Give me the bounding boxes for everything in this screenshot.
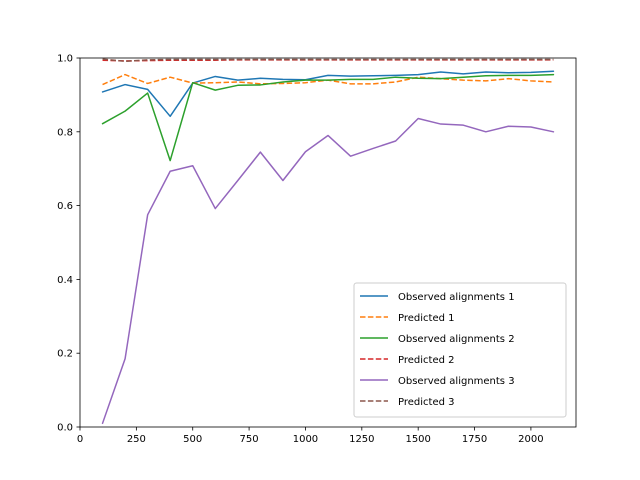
x-tick-label: 750: [240, 434, 259, 445]
x-tick-label: 1250: [349, 434, 374, 445]
legend-label-6: Predicted 3: [398, 397, 454, 408]
legend-box: [353, 282, 567, 418]
legend-label-5: Observed alignments 3: [398, 376, 515, 387]
x-tick-label: 500: [183, 434, 202, 445]
legend-label-3: Observed alignments 2: [398, 334, 515, 345]
y-tick-label: 0.2: [57, 349, 73, 360]
y-tick-label: 0.4: [57, 275, 73, 286]
y-tick-label: 1.0: [57, 54, 73, 65]
y-tick-label: 0.8: [57, 127, 73, 138]
y-tick-label: 0.0: [57, 423, 73, 434]
axes-layer: 0 250 500 750 1000 1250 1500 1750 2000 0.0 0.2 0.4 0…: [57, 54, 577, 445]
y-tick-label: 0.6: [57, 201, 73, 212]
legend-label-4: Predicted 2: [398, 355, 454, 366]
series-line-3: [101, 73, 555, 162]
x-tick-label: 1500: [405, 434, 430, 445]
series-layer: [101, 58, 555, 425]
legend: Observed alignments 1 Predicted 1 Observed…: [353, 282, 567, 418]
axes-frame: [79, 57, 577, 428]
x-tick-label: 1750: [462, 434, 487, 445]
series-line-1: [101, 70, 555, 118]
series-line-5: [101, 117, 555, 425]
x-tick-label: 0: [77, 434, 83, 445]
x-tick-label: 250: [127, 434, 146, 445]
x-tick-label: 1000: [293, 434, 318, 445]
series-line-6: [102, 58, 554, 63]
legend-label-2: Predicted 1: [398, 313, 454, 324]
x-tick-label: 2000: [518, 434, 543, 445]
legend-label-1: Observed alignments 1: [398, 292, 515, 303]
